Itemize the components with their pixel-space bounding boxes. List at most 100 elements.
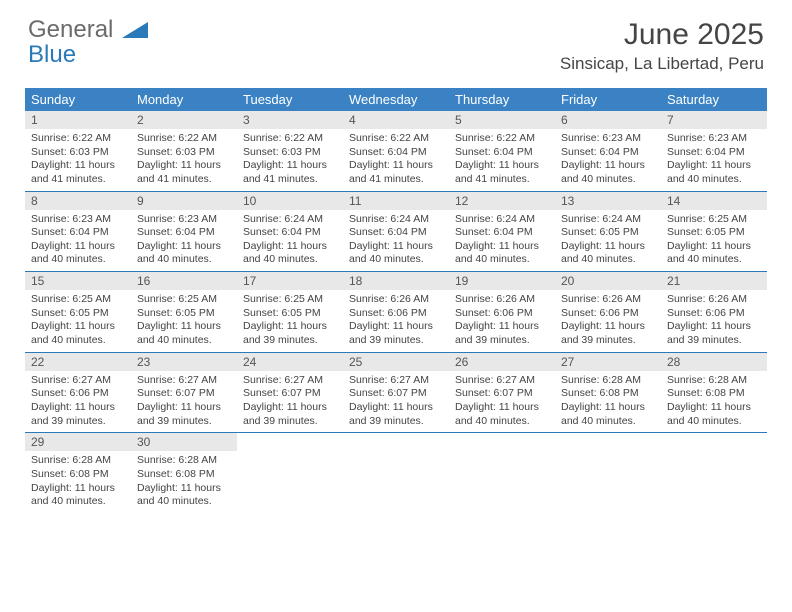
daylight-line: Daylight: 11 hours and 39 minutes.	[31, 401, 125, 428]
sunset-line: Sunset: 6:06 PM	[31, 387, 125, 401]
sunrise-line: Sunrise: 6:26 AM	[561, 293, 655, 307]
calendar-day	[449, 433, 555, 513]
calendar-day: 10Sunrise: 6:24 AMSunset: 6:04 PMDayligh…	[237, 192, 343, 272]
sunset-line: Sunset: 6:04 PM	[349, 146, 443, 160]
day-number: 30	[131, 433, 237, 451]
calendar-day: 16Sunrise: 6:25 AMSunset: 6:05 PMDayligh…	[131, 272, 237, 352]
daylight-line: Daylight: 11 hours and 40 minutes.	[137, 482, 231, 509]
calendar-day	[343, 433, 449, 513]
day-number: 10	[237, 192, 343, 210]
day-details: Sunrise: 6:24 AMSunset: 6:04 PMDaylight:…	[449, 210, 555, 272]
day-details: Sunrise: 6:26 AMSunset: 6:06 PMDaylight:…	[661, 290, 767, 352]
daylight-line: Daylight: 11 hours and 40 minutes.	[561, 240, 655, 267]
brand-part1: General	[28, 16, 113, 43]
day-number: 22	[25, 353, 131, 371]
day-number: 8	[25, 192, 131, 210]
day-details: Sunrise: 6:26 AMSunset: 6:06 PMDaylight:…	[555, 290, 661, 352]
day-details: Sunrise: 6:27 AMSunset: 6:07 PMDaylight:…	[131, 371, 237, 433]
sunset-line: Sunset: 6:08 PM	[561, 387, 655, 401]
sunrise-line: Sunrise: 6:27 AM	[31, 374, 125, 388]
weekday-label: Sunday	[25, 88, 131, 111]
daylight-line: Daylight: 11 hours and 40 minutes.	[667, 401, 761, 428]
calendar-week: 1Sunrise: 6:22 AMSunset: 6:03 PMDaylight…	[25, 111, 767, 192]
sunset-line: Sunset: 6:06 PM	[667, 307, 761, 321]
weekday-label: Thursday	[449, 88, 555, 111]
day-details: Sunrise: 6:27 AMSunset: 6:07 PMDaylight:…	[449, 371, 555, 433]
weekday-label: Wednesday	[343, 88, 449, 111]
daylight-line: Daylight: 11 hours and 39 minutes.	[561, 320, 655, 347]
daylight-line: Daylight: 11 hours and 39 minutes.	[349, 320, 443, 347]
daylight-line: Daylight: 11 hours and 39 minutes.	[243, 320, 337, 347]
daylight-line: Daylight: 11 hours and 39 minutes.	[137, 401, 231, 428]
daylight-line: Daylight: 11 hours and 40 minutes.	[455, 240, 549, 267]
day-number: 17	[237, 272, 343, 290]
sunset-line: Sunset: 6:05 PM	[667, 226, 761, 240]
sunset-line: Sunset: 6:04 PM	[455, 226, 549, 240]
sunset-line: Sunset: 6:07 PM	[349, 387, 443, 401]
day-number: 19	[449, 272, 555, 290]
calendar-day: 9Sunrise: 6:23 AMSunset: 6:04 PMDaylight…	[131, 192, 237, 272]
sunrise-line: Sunrise: 6:23 AM	[667, 132, 761, 146]
calendar-week: 8Sunrise: 6:23 AMSunset: 6:04 PMDaylight…	[25, 192, 767, 273]
month-title: June 2025	[560, 18, 764, 52]
sunrise-line: Sunrise: 6:25 AM	[31, 293, 125, 307]
sunrise-line: Sunrise: 6:27 AM	[455, 374, 549, 388]
daylight-line: Daylight: 11 hours and 40 minutes.	[31, 240, 125, 267]
day-details: Sunrise: 6:27 AMSunset: 6:07 PMDaylight:…	[343, 371, 449, 433]
day-number: 29	[25, 433, 131, 451]
day-number: 27	[555, 353, 661, 371]
day-details: Sunrise: 6:28 AMSunset: 6:08 PMDaylight:…	[661, 371, 767, 433]
sunrise-line: Sunrise: 6:23 AM	[561, 132, 655, 146]
day-details: Sunrise: 6:25 AMSunset: 6:05 PMDaylight:…	[661, 210, 767, 272]
day-details: Sunrise: 6:22 AMSunset: 6:03 PMDaylight:…	[131, 129, 237, 191]
daylight-line: Daylight: 11 hours and 40 minutes.	[667, 240, 761, 267]
day-details: Sunrise: 6:28 AMSunset: 6:08 PMDaylight:…	[555, 371, 661, 433]
day-details: Sunrise: 6:28 AMSunset: 6:08 PMDaylight:…	[25, 451, 131, 513]
sunset-line: Sunset: 6:05 PM	[137, 307, 231, 321]
daylight-line: Daylight: 11 hours and 41 minutes.	[243, 159, 337, 186]
brand-part2: Blue	[28, 41, 76, 68]
day-number: 26	[449, 353, 555, 371]
sunset-line: Sunset: 6:07 PM	[137, 387, 231, 401]
weekday-header: Sunday Monday Tuesday Wednesday Thursday…	[25, 88, 767, 111]
sunrise-line: Sunrise: 6:28 AM	[31, 454, 125, 468]
day-number: 28	[661, 353, 767, 371]
calendar-day: 6Sunrise: 6:23 AMSunset: 6:04 PMDaylight…	[555, 111, 661, 191]
day-details: Sunrise: 6:23 AMSunset: 6:04 PMDaylight:…	[661, 129, 767, 191]
sunset-line: Sunset: 6:06 PM	[349, 307, 443, 321]
sunrise-line: Sunrise: 6:24 AM	[243, 213, 337, 227]
calendar-day: 11Sunrise: 6:24 AMSunset: 6:04 PMDayligh…	[343, 192, 449, 272]
calendar-day	[237, 433, 343, 513]
day-number: 11	[343, 192, 449, 210]
brand-logo: General Blue	[28, 18, 148, 67]
daylight-line: Daylight: 11 hours and 40 minutes.	[455, 401, 549, 428]
sunset-line: Sunset: 6:07 PM	[455, 387, 549, 401]
calendar-day: 5Sunrise: 6:22 AMSunset: 6:04 PMDaylight…	[449, 111, 555, 191]
sunrise-line: Sunrise: 6:23 AM	[137, 213, 231, 227]
daylight-line: Daylight: 11 hours and 39 minutes.	[243, 401, 337, 428]
sunrise-line: Sunrise: 6:22 AM	[455, 132, 549, 146]
location-label: Sinsicap, La Libertad, Peru	[560, 54, 764, 74]
sunrise-line: Sunrise: 6:24 AM	[455, 213, 549, 227]
calendar-day: 22 Sunrise: 6:27 AMSunset: 6:06 PMDayligh…	[25, 353, 131, 433]
sunrise-line: Sunrise: 6:26 AM	[349, 293, 443, 307]
weekday-label: Tuesday	[237, 88, 343, 111]
calendar-day: 30Sunrise: 6:28 AMSunset: 6:08 PMDayligh…	[131, 433, 237, 513]
calendar-day: 8Sunrise: 6:23 AMSunset: 6:04 PMDaylight…	[25, 192, 131, 272]
day-number: 5	[449, 111, 555, 129]
sunrise-line: Sunrise: 6:22 AM	[349, 132, 443, 146]
sunrise-line: Sunrise: 6:22 AM	[137, 132, 231, 146]
sunset-line: Sunset: 6:08 PM	[137, 468, 231, 482]
sunset-line: Sunset: 6:04 PM	[455, 146, 549, 160]
daylight-line: Daylight: 11 hours and 41 minutes.	[137, 159, 231, 186]
sunset-line: Sunset: 6:03 PM	[137, 146, 231, 160]
calendar-day: 20Sunrise: 6:26 AMSunset: 6:06 PMDayligh…	[555, 272, 661, 352]
calendar-day: 28Sunrise: 6:28 AMSunset: 6:08 PMDayligh…	[661, 353, 767, 433]
daylight-line: Daylight: 11 hours and 40 minutes.	[349, 240, 443, 267]
day-details: Sunrise: 6:26 AMSunset: 6:06 PMDaylight:…	[343, 290, 449, 352]
sunset-line: Sunset: 6:08 PM	[31, 468, 125, 482]
sunrise-line: Sunrise: 6:26 AM	[455, 293, 549, 307]
day-number: 24	[237, 353, 343, 371]
day-number: 9	[131, 192, 237, 210]
sunset-line: Sunset: 6:06 PM	[561, 307, 655, 321]
